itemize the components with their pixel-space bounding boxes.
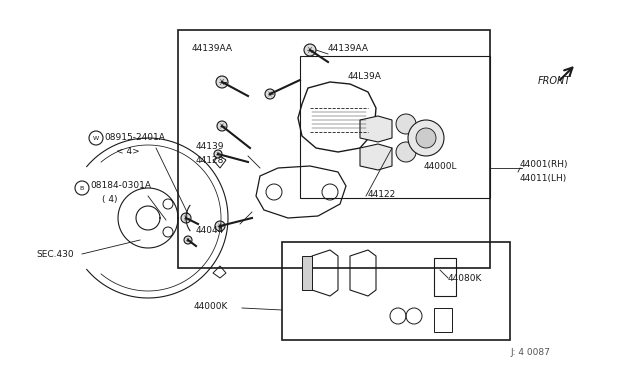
Text: 44000L: 44000L: [424, 162, 458, 171]
Circle shape: [265, 89, 275, 99]
Circle shape: [416, 128, 436, 148]
Text: 44139: 44139: [196, 142, 225, 151]
Text: 44000K: 44000K: [194, 302, 228, 311]
Circle shape: [215, 221, 225, 231]
Polygon shape: [360, 116, 392, 142]
Text: 44044: 44044: [196, 226, 224, 235]
Text: J: 4 0087: J: 4 0087: [510, 348, 550, 357]
Circle shape: [408, 120, 444, 156]
Circle shape: [184, 236, 192, 244]
Text: 44122: 44122: [368, 190, 396, 199]
Text: FRONT: FRONT: [538, 76, 572, 86]
Circle shape: [217, 121, 227, 131]
Text: B: B: [80, 186, 84, 190]
Text: 44128: 44128: [196, 156, 225, 165]
Circle shape: [181, 213, 191, 223]
Text: 44001(RH): 44001(RH): [520, 160, 568, 169]
Text: 44011(LH): 44011(LH): [520, 174, 567, 183]
Text: ( 4): ( 4): [102, 195, 118, 204]
Circle shape: [304, 44, 316, 56]
Text: 08915-2401A: 08915-2401A: [104, 133, 165, 142]
Text: W: W: [93, 135, 99, 141]
Text: 08184-0301A: 08184-0301A: [90, 181, 151, 190]
Circle shape: [216, 76, 228, 88]
Text: 44L39A: 44L39A: [348, 72, 382, 81]
Bar: [178, 30, 490, 268]
Bar: [300, 56, 490, 198]
Text: 44080K: 44080K: [448, 274, 483, 283]
Bar: [282, 242, 510, 340]
Circle shape: [214, 150, 222, 158]
Text: SEC.430: SEC.430: [36, 250, 74, 259]
Polygon shape: [302, 256, 312, 290]
Circle shape: [396, 114, 416, 134]
Text: 44139AA: 44139AA: [328, 44, 369, 53]
Polygon shape: [360, 144, 392, 170]
Text: 44139AA: 44139AA: [192, 44, 233, 53]
Text: < 4>: < 4>: [116, 147, 140, 156]
Circle shape: [396, 142, 416, 162]
